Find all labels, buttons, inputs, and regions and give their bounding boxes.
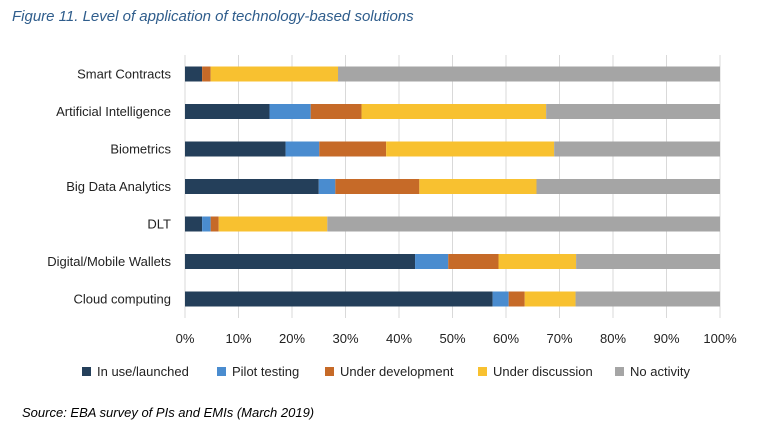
bar-segment (210, 66, 339, 82)
bar-segment (318, 179, 336, 194)
bar-segment (185, 179, 319, 194)
x-tick-label: 0% (176, 331, 195, 346)
x-tick-label: 90% (653, 331, 679, 346)
x-tick-label: 60% (493, 331, 519, 346)
bar-segment (419, 179, 537, 194)
category-label: Digital/Mobile Wallets (47, 254, 171, 269)
category-label: Biometrics (110, 142, 171, 157)
bar-segment (338, 66, 720, 82)
bar-segment (524, 291, 576, 307)
bar-segment (269, 104, 311, 119)
bar-segment (448, 254, 499, 269)
bar-segment (185, 254, 416, 269)
x-tick-label: 30% (332, 331, 358, 346)
bar-segment (185, 291, 493, 307)
legend: In use/launched Pilot testing Under develo… (82, 364, 690, 379)
legend-swatch (478, 367, 487, 376)
bar-segment (536, 179, 720, 194)
legend-swatch (615, 367, 624, 376)
x-tick-label: 10% (225, 331, 251, 346)
legend-swatch (325, 367, 334, 376)
bar-segment (361, 104, 547, 119)
legend-label: Under development (340, 364, 454, 379)
bar-segment (576, 254, 720, 269)
x-tick-label: 70% (546, 331, 572, 346)
legend-label: In use/launched (97, 364, 189, 379)
legend-label: No activity (630, 364, 690, 379)
category-label: Smart Contracts (77, 67, 171, 82)
legend-swatch (217, 367, 226, 376)
x-tick-labels: 0% 10% 20% 30% 40% 50% 60% 70% 80% 90% 100% (176, 331, 737, 346)
category-label: Big Data Analytics (66, 179, 171, 194)
bar-segment (185, 66, 203, 82)
bar-segment (415, 254, 449, 269)
legend-label: Under discussion (493, 364, 593, 379)
bar-segment (575, 291, 720, 307)
category-label: Artificial Intelligence (56, 104, 171, 119)
x-tick-label: 100% (703, 331, 737, 346)
x-tick-label: 50% (439, 331, 465, 346)
source-note: Source: EBA survey of PIs and EMIs (Marc… (22, 405, 315, 420)
x-tick-label: 40% (386, 331, 412, 346)
bar-segment (185, 141, 286, 157)
bar-segment (285, 141, 320, 157)
x-tick-label: 80% (600, 331, 626, 346)
figure-title: Figure 11. Level of application of techn… (12, 8, 414, 25)
bar-segment (386, 141, 555, 157)
legend-swatch (82, 367, 91, 376)
bar-segment (546, 104, 720, 119)
bar-segment (508, 291, 525, 307)
bar-segment (492, 291, 509, 307)
bar-segment (202, 216, 211, 232)
bars (185, 66, 720, 307)
bar-segment (327, 216, 720, 232)
category-labels: Smart Contracts Artificial Intelligence Bi… (47, 67, 171, 307)
x-tick-label: 20% (279, 331, 305, 346)
bar-segment (554, 141, 720, 157)
bar-segment (218, 216, 328, 232)
bar-segment (185, 104, 270, 119)
legend-label: Pilot testing (232, 364, 299, 379)
bar-segment (498, 254, 577, 269)
bar-segment (185, 216, 203, 232)
bar-segment (335, 179, 420, 194)
category-label: Cloud computing (73, 292, 171, 307)
bar-segment (310, 104, 362, 119)
bar-segment (202, 66, 211, 82)
category-label: DLT (147, 217, 171, 232)
bar-segment (210, 216, 219, 232)
bar-segment (319, 141, 387, 157)
